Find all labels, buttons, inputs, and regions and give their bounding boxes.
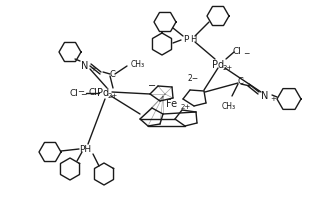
Text: −: −	[148, 81, 156, 91]
Text: PH: PH	[79, 144, 91, 153]
Text: Cl: Cl	[70, 89, 78, 98]
Text: −: −	[78, 88, 84, 97]
Text: H: H	[190, 34, 196, 43]
Text: 2−: 2−	[188, 73, 199, 83]
Text: N: N	[81, 61, 89, 71]
Text: −: −	[243, 49, 249, 58]
Text: Fe: Fe	[167, 99, 178, 109]
Text: C: C	[109, 70, 115, 79]
Text: −: −	[80, 91, 86, 100]
Text: CH₃: CH₃	[222, 102, 236, 111]
Text: Cl: Cl	[233, 46, 241, 55]
Text: Pd: Pd	[97, 88, 109, 98]
Text: 2+: 2+	[223, 65, 233, 71]
Text: N: N	[261, 91, 269, 101]
Text: +: +	[270, 96, 276, 102]
Text: C: C	[237, 76, 243, 86]
Text: Pd: Pd	[212, 60, 224, 70]
Text: Cl: Cl	[89, 88, 97, 97]
Text: 2+: 2+	[108, 93, 118, 99]
Text: 2+: 2+	[181, 104, 191, 110]
Text: +: +	[90, 66, 96, 72]
Text: P: P	[183, 34, 189, 43]
Text: CH₃: CH₃	[131, 59, 145, 68]
